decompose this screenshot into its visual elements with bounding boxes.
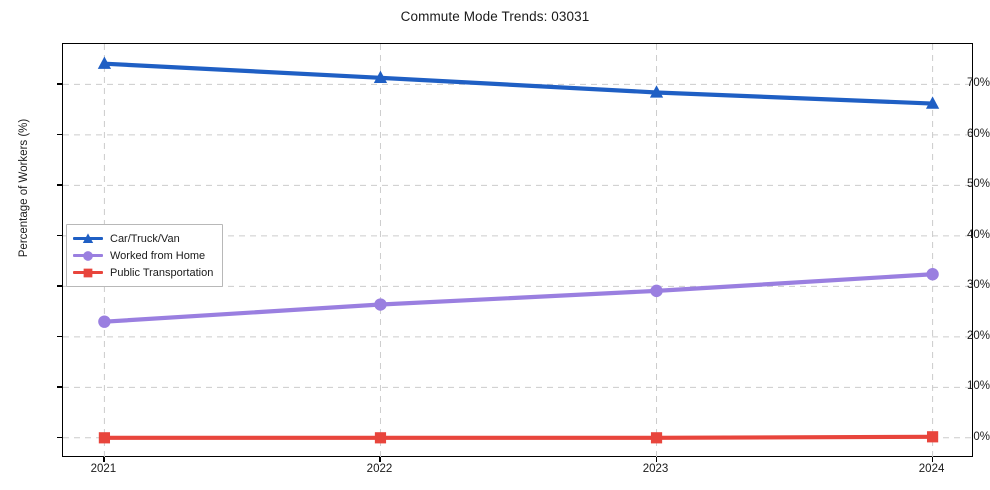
x-axis-tick-mark bbox=[379, 457, 381, 462]
data-point-marker bbox=[374, 432, 387, 444]
legend-swatch bbox=[73, 232, 103, 246]
data-point-marker bbox=[98, 432, 111, 444]
data-point-marker bbox=[97, 56, 112, 69]
y-axis-tick-label: 10% bbox=[966, 380, 990, 393]
chart-title: Commute Mode Trends: 03031 bbox=[400, 9, 590, 24]
y-axis-tick-label: 20% bbox=[966, 329, 990, 342]
data-point-marker bbox=[926, 268, 939, 281]
legend-item[interactable]: Car/Truck/Van bbox=[73, 230, 213, 247]
x-axis-tick-label: 2021 bbox=[90, 463, 117, 475]
data-series bbox=[98, 431, 939, 444]
legend-marker-square-icon bbox=[83, 268, 93, 277]
x-axis-tick-mark bbox=[931, 457, 933, 462]
data-point-marker bbox=[374, 298, 387, 311]
x-axis-tick-label: 2022 bbox=[366, 463, 393, 475]
y-axis-tick-label: 30% bbox=[966, 279, 990, 292]
data-point-marker bbox=[98, 315, 111, 328]
y-axis-label: Percentage of Workers (%) bbox=[18, 118, 30, 258]
legend-item[interactable]: Public Transportation bbox=[73, 264, 213, 281]
y-axis-tick-mark bbox=[57, 133, 62, 136]
series-layer bbox=[97, 56, 940, 444]
legend-swatch bbox=[73, 266, 103, 280]
data-point-marker bbox=[649, 85, 664, 98]
y-axis-tick-label: 40% bbox=[966, 228, 990, 241]
series-line bbox=[102, 434, 935, 440]
data-series bbox=[98, 268, 939, 328]
x-axis-tick-label: 2023 bbox=[642, 463, 669, 475]
y-axis-tick-label: 0% bbox=[973, 430, 990, 443]
y-axis-tick-mark bbox=[57, 436, 62, 439]
y-axis-tick-label: 60% bbox=[966, 127, 990, 140]
series-line bbox=[102, 272, 935, 324]
plot-svg bbox=[63, 44, 974, 458]
data-point-marker bbox=[925, 96, 940, 109]
legend-marker-circle-icon bbox=[83, 250, 93, 261]
series-line bbox=[102, 61, 935, 106]
y-axis-tick-mark bbox=[57, 386, 62, 388]
y-axis-tick-mark bbox=[57, 83, 62, 85]
legend-label: Public Transportation bbox=[110, 266, 214, 279]
data-point-marker bbox=[373, 70, 388, 84]
chart-legend: Car/Truck/Van Worked from Home Public Tran… bbox=[66, 224, 224, 287]
data-point-marker bbox=[650, 284, 663, 298]
x-axis-tick-label: 2024 bbox=[918, 463, 945, 475]
legend-item[interactable]: Worked from Home bbox=[73, 247, 213, 264]
x-axis-tick-mark bbox=[103, 457, 105, 462]
data-point-marker bbox=[650, 432, 663, 444]
y-axis-tick-mark bbox=[57, 285, 62, 287]
legend-marker-triangle-icon bbox=[82, 232, 94, 243]
y-axis-tick-mark bbox=[57, 234, 62, 237]
x-axis-tick-mark bbox=[655, 457, 657, 462]
y-axis-tick-mark bbox=[57, 184, 62, 186]
legend-swatch bbox=[73, 249, 103, 263]
y-axis-tick-label: 70% bbox=[966, 77, 990, 90]
data-point-marker bbox=[926, 431, 939, 443]
y-axis-tick-label: 50% bbox=[966, 178, 990, 191]
legend-label: Worked from Home bbox=[110, 249, 206, 262]
y-axis-tick-mark bbox=[57, 335, 62, 338]
legend-label: Car/Truck/Van bbox=[110, 232, 180, 245]
data-series bbox=[97, 56, 940, 109]
